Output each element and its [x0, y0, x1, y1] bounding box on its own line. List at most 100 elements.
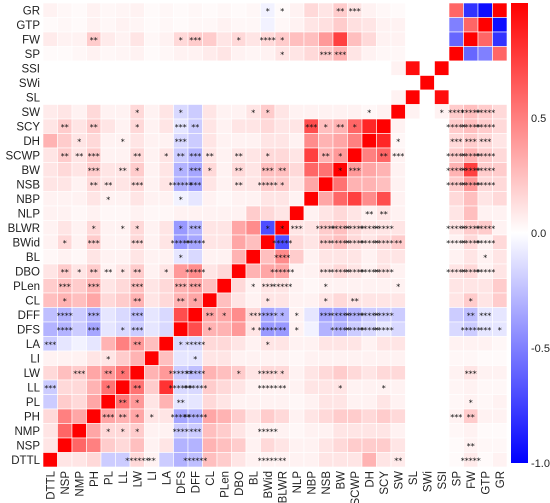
significance-mark: * [367, 108, 371, 117]
significance-mark: * [121, 369, 125, 378]
significance-mark: ***** [461, 166, 481, 175]
heatmap-cell [231, 263, 247, 279]
heatmap-cell [216, 437, 232, 453]
column-label: LW [132, 471, 144, 488]
heatmap-cell [187, 321, 203, 337]
heatmap-cell [57, 423, 73, 439]
heatmap-cell [173, 437, 189, 453]
heatmap-cell [332, 205, 348, 221]
heatmap-cell [419, 89, 435, 105]
heatmap-cell [42, 147, 58, 163]
significance-mark: *** [479, 311, 491, 320]
heatmap-cell [390, 104, 406, 120]
heatmap-cell [463, 205, 479, 221]
significance-mark: *** [102, 413, 114, 422]
heatmap-cell [303, 408, 319, 424]
heatmap-cell [405, 379, 421, 395]
significance-mark: ***** [461, 181, 481, 190]
heatmap-cell [71, 234, 87, 250]
heatmap-cell [376, 249, 392, 265]
heatmap-cell [289, 46, 305, 62]
heatmap-cell [318, 75, 334, 91]
row-label: LW [24, 368, 41, 380]
heatmap-cell [86, 394, 102, 410]
significance-mark: ***** [345, 326, 365, 335]
heatmap-cell [347, 176, 363, 192]
significance-mark: **** [57, 326, 73, 335]
heatmap-cell [144, 60, 160, 76]
heatmap-cell [129, 89, 145, 105]
heatmap-cell [42, 278, 58, 294]
heatmap-cell [216, 89, 232, 105]
heatmap-cell [419, 249, 435, 265]
significance-mark: ** [90, 123, 98, 132]
significance-mark: ***** [330, 326, 350, 335]
heatmap-cell [390, 60, 406, 76]
heatmap-cell [434, 249, 450, 265]
heatmap-cell [463, 191, 479, 207]
significance-mark: *** [320, 311, 332, 320]
significance-mark: ** [90, 268, 98, 277]
heatmap-cell [216, 379, 232, 395]
heatmap-cell [173, 307, 189, 323]
significance-mark: ** [119, 413, 127, 422]
heatmap-cell [144, 292, 160, 308]
heatmap-cell [42, 321, 58, 337]
heatmap-cell [448, 205, 464, 221]
significance-mark: *** [320, 239, 332, 248]
heatmap-cell [57, 379, 73, 395]
significance-mark: ** [394, 456, 402, 465]
significance-mark: *** [320, 50, 332, 59]
column-label: SL [408, 470, 420, 485]
significance-mark: ****** [183, 384, 207, 393]
significance-mark: ***** [345, 224, 365, 233]
significance-mark: ** [177, 152, 185, 161]
significance-mark: ***** [475, 166, 495, 175]
heatmap-cell [71, 292, 87, 308]
heatmap-cell [448, 350, 464, 366]
heatmap-cell [405, 133, 421, 149]
heatmap-cell [216, 278, 232, 294]
heatmap-cell [434, 365, 450, 381]
column-label: BLWR [277, 471, 289, 503]
significance-mark: * [280, 224, 284, 233]
heatmap-cell [57, 75, 73, 91]
heatmap-cell [245, 147, 261, 163]
heatmap-cell [42, 162, 58, 178]
heatmap-cell [347, 365, 363, 381]
significance-mark: *** [189, 427, 201, 436]
heatmap-cell [71, 176, 87, 192]
significance-mark: ****** [270, 268, 294, 277]
significance-mark: ***** [258, 311, 278, 320]
heatmap-cell [376, 118, 392, 134]
heatmap-cell [260, 205, 276, 221]
significance-mark: ***** [330, 311, 350, 320]
heatmap-cell [100, 31, 116, 47]
heatmap-cell [434, 321, 450, 337]
significance-mark: ***** [272, 239, 292, 248]
significance-mark: *** [88, 152, 100, 161]
heatmap-cell [303, 2, 319, 18]
heatmap-cell [57, 205, 73, 221]
significance-mark: ***** [461, 456, 481, 465]
heatmap-cell [260, 89, 276, 105]
heatmap-cell [347, 437, 363, 453]
heatmap-cell [332, 394, 348, 410]
significance-mark: ** [278, 326, 286, 335]
heatmap-cell [405, 452, 421, 468]
heatmap-cell [318, 452, 334, 468]
heatmap-cell [376, 292, 392, 308]
heatmap-cell [303, 292, 319, 308]
heatmap-cell [57, 452, 73, 468]
significance-mark: ** [104, 268, 112, 277]
heatmap-cell [303, 249, 319, 265]
significance-mark: ***** [345, 311, 365, 320]
heatmap-cell [463, 75, 479, 91]
significance-mark: ***** [185, 369, 205, 378]
heatmap-cell [303, 176, 319, 192]
heatmap-cell [231, 17, 247, 33]
heatmap-cell [361, 379, 377, 395]
heatmap-cell [158, 336, 174, 352]
significance-mark: * [266, 297, 270, 306]
heatmap-cell [477, 292, 493, 308]
